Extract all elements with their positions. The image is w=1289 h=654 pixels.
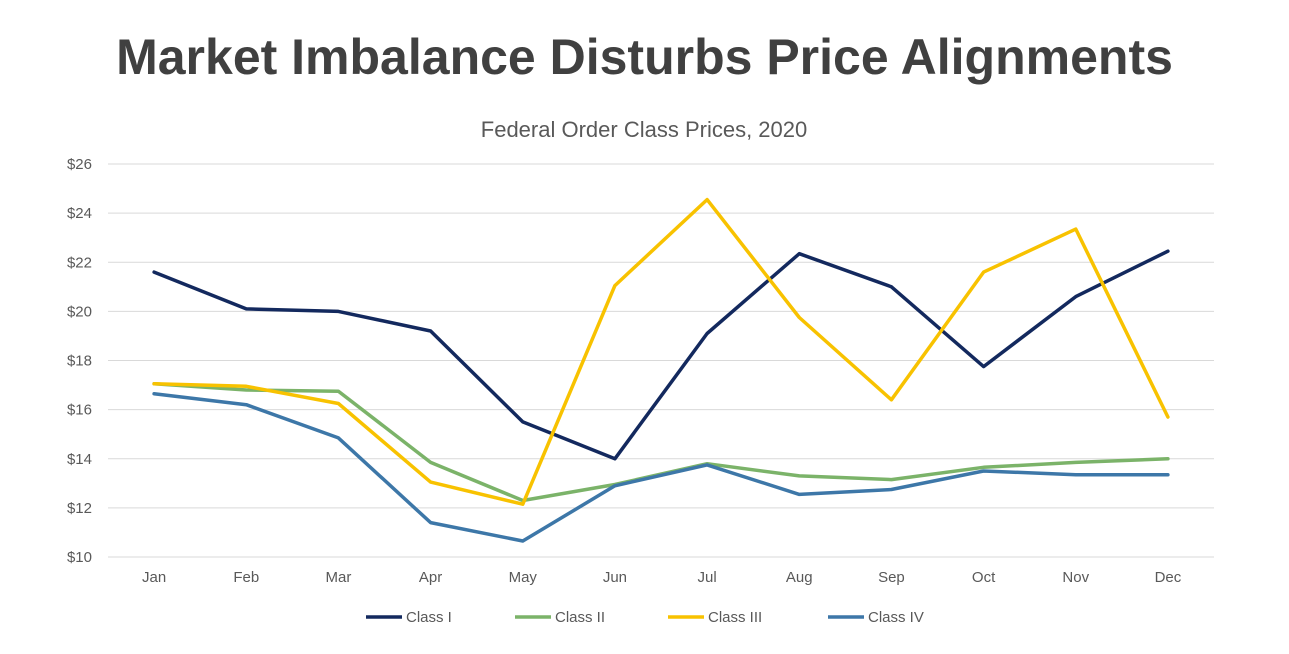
y-tick-label: $18 bbox=[67, 353, 92, 370]
x-tick-label: Jan bbox=[142, 569, 166, 586]
legend-label: Class II bbox=[555, 609, 605, 626]
x-tick-label: Dec bbox=[1155, 569, 1182, 586]
x-tick-label: Oct bbox=[972, 569, 996, 586]
x-tick-label: Nov bbox=[1062, 569, 1089, 586]
y-tick-label: $22 bbox=[67, 254, 92, 271]
x-tick-label: Sep bbox=[878, 569, 905, 586]
legend-label: Class IV bbox=[868, 609, 924, 626]
x-tick-label: May bbox=[509, 569, 538, 586]
legend-item: Class III bbox=[668, 609, 762, 626]
legend-label: Class I bbox=[406, 609, 452, 626]
legend-item: Class II bbox=[515, 609, 605, 626]
y-tick-label: $26 bbox=[67, 156, 92, 173]
legend: Class I Class II Class III Class IV bbox=[366, 609, 924, 626]
x-tick-label: Aug bbox=[786, 569, 813, 586]
legend-item: Class IV bbox=[828, 609, 924, 626]
y-tick-label: $14 bbox=[67, 451, 92, 468]
series-line-class-i bbox=[152, 249, 1170, 461]
chart-title: Federal Order Class Prices, 2020 bbox=[481, 117, 807, 142]
x-tick-label: Jun bbox=[603, 569, 627, 586]
y-axis-tick-labels: $10 $12 $14 $16 $18 $20 $22 $24 $26 bbox=[67, 156, 92, 566]
legend-label: Class III bbox=[708, 609, 762, 626]
x-tick-label: Jul bbox=[697, 569, 716, 586]
y-tick-label: $10 bbox=[67, 549, 92, 566]
y-tick-label: $12 bbox=[67, 500, 92, 517]
series-line-class-iii bbox=[152, 197, 1170, 506]
series-line-class-iv bbox=[152, 391, 1170, 543]
page-title: Market Imbalance Disturbs Price Alignmen… bbox=[116, 29, 1173, 85]
x-tick-label: Mar bbox=[325, 569, 351, 586]
y-tick-label: $16 bbox=[67, 402, 92, 419]
series-lines bbox=[152, 197, 1170, 543]
gridlines bbox=[108, 163, 1214, 558]
x-axis-tick-labels: Jan Feb Mar Apr May Jun Jul Aug Sep Oct Nov Dec bbox=[142, 569, 1182, 586]
y-tick-label: $24 bbox=[67, 205, 92, 222]
series-line-class-ii bbox=[152, 382, 1170, 503]
x-tick-label: Feb bbox=[233, 569, 259, 586]
legend-item: Class I bbox=[366, 609, 452, 626]
x-tick-label: Apr bbox=[419, 569, 442, 586]
y-tick-label: $20 bbox=[67, 303, 92, 320]
